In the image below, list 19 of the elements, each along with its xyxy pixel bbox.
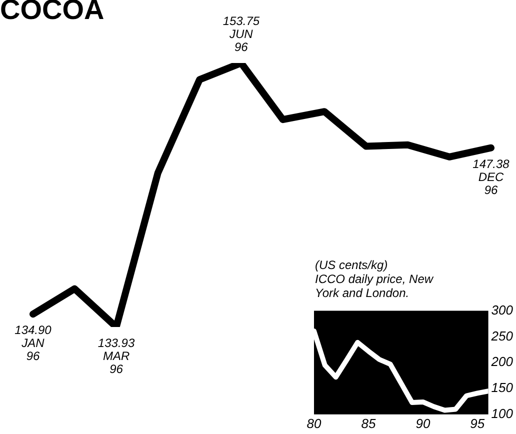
y-tick-label: 150 [491,380,514,396]
y-tick-label: 200 [490,354,514,370]
y-tick-label: 100 [491,406,514,422]
x-tick-label: 85 [361,416,376,431]
x-tick-label: 90 [416,416,431,431]
y-tick-label: 250 [490,328,514,344]
x-tick-label: 80 [306,416,322,431]
data-label: 153.75 [222,14,260,28]
data-label: 133.93 [98,336,135,350]
chart-title: ICCO daily price, New York and London. [315,272,434,300]
x-tick-label: 95 [470,416,486,431]
y-axis-title: (US cents/kg) [315,258,389,272]
data-label: 147.38 [472,156,510,171]
x-tick-label: MAR 96 [102,349,130,376]
x-tick-label: DEC 96 [478,170,504,197]
x-tick-label: JUN 96 [228,27,254,54]
x-tick-label: JAN 96 [20,336,45,364]
y-tick-label: 300 [491,302,514,318]
data-label: 134.90 [14,323,52,338]
